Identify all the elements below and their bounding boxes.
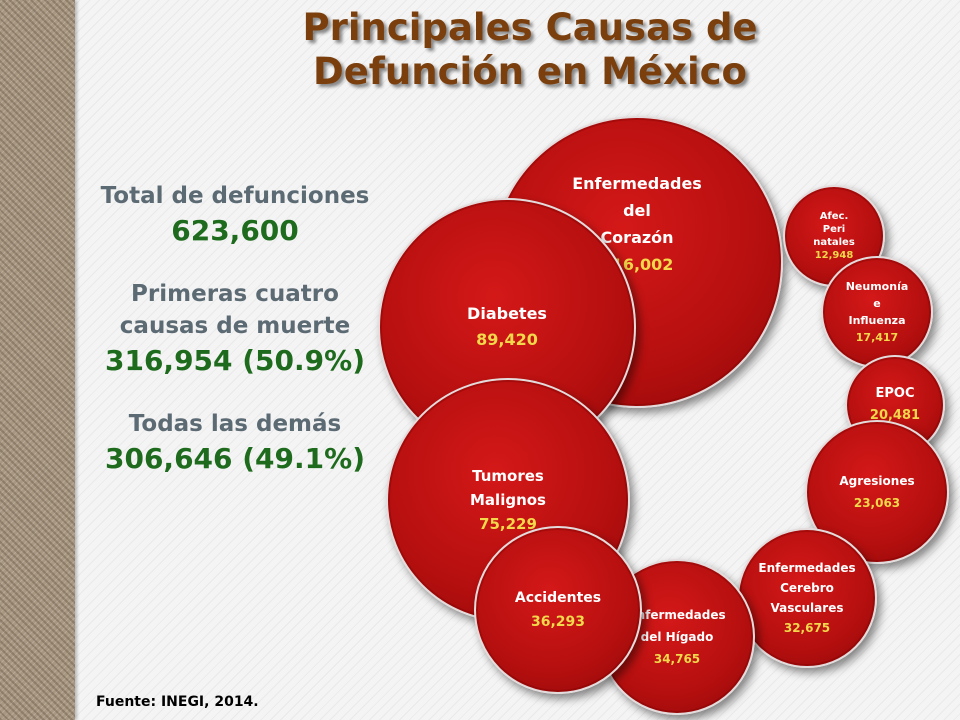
- cause-value: 36,293: [530, 614, 586, 630]
- title-line-2: Defunción en México: [313, 50, 747, 93]
- cause-value: 89,420: [476, 330, 538, 349]
- others-value: 306,646 (49.1%): [104, 442, 365, 475]
- cause-name-line: e: [873, 297, 881, 310]
- cause-name-line: Corazón: [600, 228, 674, 247]
- source-note: Fuente: INEGI, 2014.: [96, 694, 259, 710]
- stats-panel: Total de defunciones 623,600 Primeras cu…: [90, 180, 380, 478]
- cause-bubble: Accidentes 36,293: [474, 526, 642, 694]
- decorative-texture-bar: [0, 0, 75, 720]
- cause-value: 34,765: [653, 652, 701, 666]
- cause-value: 17,417: [855, 331, 899, 344]
- first-four-value: 316,954 (50.9%): [104, 344, 365, 377]
- cause-value: 32,675: [783, 621, 831, 635]
- cause-name-line: Influenza: [848, 314, 906, 327]
- cause-name-line: Diabetes: [467, 304, 547, 323]
- cause-name-line: Agresiones: [839, 474, 915, 488]
- cause-name-line: Peri: [822, 224, 846, 235]
- cause-name-line: natales: [813, 237, 855, 248]
- cause-value: 20,481: [869, 408, 921, 423]
- cause-bubble: Neumonía e Influenza 17,417: [821, 256, 933, 368]
- cause-name-line: EPOC: [875, 386, 915, 401]
- first-four-label-2: causas de muerte: [119, 313, 351, 339]
- page-title: Principales Causas de Defunción en Méxic…: [200, 6, 860, 94]
- cause-name-line: Neumonía: [845, 280, 909, 293]
- cause-name-line: Enfermedades: [628, 608, 726, 622]
- cause-name-line: del: [623, 201, 651, 220]
- cause-name-line: Cerebro: [780, 581, 834, 595]
- total-value: 623,600: [171, 214, 299, 247]
- cause-value: 12,948: [814, 250, 854, 261]
- cause-name-line: Accidentes: [514, 590, 602, 606]
- cause-name-line: Afec.: [819, 211, 849, 222]
- title-line-1: Principales Causas de: [302, 6, 758, 49]
- others-label: Todas las demás: [128, 411, 342, 437]
- cause-name-line: Tumores: [472, 467, 544, 485]
- cause-name-line: Vasculares: [770, 601, 844, 615]
- cause-name-line: Malignos: [470, 491, 546, 509]
- cause-bubble: Enfermedades Cerebro Vasculares 32,675: [737, 528, 877, 668]
- total-label: Total de defunciones: [100, 183, 370, 209]
- cause-name-line: del Hígado: [640, 630, 714, 644]
- first-four-label-1: Primeras cuatro: [131, 281, 339, 307]
- cause-value: 75,229: [479, 515, 537, 533]
- cause-name-line: Enfermedades: [758, 561, 856, 575]
- cause-value: 23,063: [853, 496, 901, 510]
- cause-name-line: Enfermedades: [572, 174, 702, 193]
